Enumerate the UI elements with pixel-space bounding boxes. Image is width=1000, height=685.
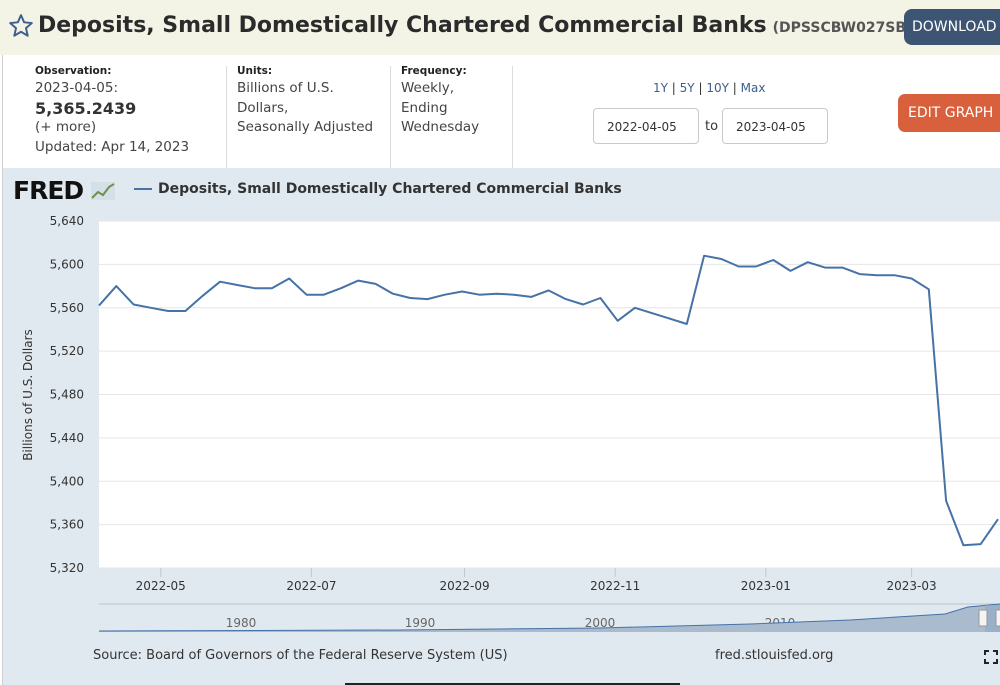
y-tick-label: 5,560: [50, 301, 84, 315]
site-link[interactable]: fred.stlouisfed.org: [715, 648, 834, 663]
y-tick-labels: 5,320 5,360 5,400 5,440 5,480 5,520 5,560 5,600…: [50, 214, 84, 575]
bottom-scrollbar[interactable]: [345, 683, 680, 685]
start-date-input[interactable]: 2022-04-05: [593, 108, 699, 144]
units-label: Units:: [237, 65, 273, 77]
y-tick-label: 5,360: [50, 518, 84, 532]
navigator-handle[interactable]: [978, 609, 988, 627]
units-line: Seasonally Adjusted: [237, 119, 374, 135]
units-line: Billions of U.S.: [237, 80, 334, 96]
y-gridlines: [99, 220, 1000, 569]
series-header: Deposits, Small Domestically Chartered C…: [0, 0, 1000, 55]
x-tick-label: 2023-03: [886, 579, 936, 593]
more-link[interactable]: (+ more): [35, 119, 97, 135]
y-tick-label: 5,440: [50, 431, 84, 445]
y-tick-label: 5,320: [50, 561, 84, 575]
navigator-label: 1980: [226, 616, 257, 630]
fred-logo: FRED: [13, 176, 115, 205]
frequency-label: Frequency:: [401, 65, 467, 77]
source-text: Source: Board of Governors of the Federa…: [93, 648, 508, 663]
y-tick-label: 5,520: [50, 344, 84, 358]
navigator-area: [99, 604, 1000, 632]
observation-value: 5,365.2439: [35, 98, 137, 118]
range-1y[interactable]: 1Y: [653, 81, 668, 95]
range-separator: |: [732, 81, 737, 95]
series-title-text: Deposits, Small Domestically Chartered C…: [38, 13, 767, 38]
download-button[interactable]: DOWNLOAD: [904, 9, 1000, 45]
range-separator: |: [698, 81, 703, 95]
navigator-handle[interactable]: [995, 609, 1000, 627]
range-max[interactable]: Max: [740, 81, 766, 95]
x-tick-label: 2023-01: [741, 579, 791, 593]
observation-date: 2023-04-05:: [35, 80, 119, 96]
y-tick-label: 5,600: [50, 257, 84, 271]
frequency-line: Weekly,: [401, 80, 455, 96]
navigator-label: 2000: [585, 616, 616, 630]
y-axis-label: Billions of U.S. Dollars: [21, 329, 35, 461]
legend-label: Deposits, Small Domestically Chartered C…: [158, 181, 622, 197]
fred-logo-chart-icon: [90, 182, 115, 200]
navigator-label: 1990: [405, 616, 436, 630]
range-5y[interactable]: 5Y: [679, 81, 695, 95]
meta-divider: [390, 66, 391, 168]
chart-legend: Deposits, Small Domestically Chartered C…: [134, 181, 622, 197]
fred-logo-text: FRED: [13, 176, 84, 205]
y-tick-label: 5,400: [50, 474, 84, 488]
y-tick-label: 5,480: [50, 388, 84, 402]
meta-divider: [512, 66, 513, 168]
range-selector: 1Y | 5Y | 10Y | Max: [653, 81, 765, 95]
observation-panel: Observation: 2023-04-05: 5,365.2439 (+ m…: [35, 64, 189, 157]
to-label: to: [705, 119, 719, 134]
navigator-line: [98, 603, 1000, 632]
x-tick-label: 2022-05: [136, 579, 186, 593]
x-tick-label: 2022-07: [286, 579, 336, 593]
star-outline-icon[interactable]: [8, 13, 34, 39]
x-ticks: 2022-05 2022-07 2022-09 2022-11 2023-01 2023-…: [136, 568, 937, 593]
fullscreen-icon[interactable]: [984, 650, 998, 664]
left-border: [2, 55, 3, 685]
end-date-input[interactable]: 2023-04-05: [722, 108, 828, 144]
frequency-line: Ending: [401, 99, 448, 116]
x-tick-label: 2022-09: [439, 579, 489, 593]
x-tick-label: 2022-11: [590, 579, 640, 593]
units-line: Dollars,: [237, 99, 289, 116]
edit-graph-button[interactable]: EDIT GRAPH: [898, 94, 1000, 132]
frequency-line: Wednesday: [401, 119, 480, 135]
y-tick-label: 5,640: [50, 214, 84, 228]
series-line[interactable]: [98, 254, 999, 547]
download-button-label: DOWNLOAD: [912, 19, 997, 35]
units-panel: Units: Billions of U.S. Dollars, Seasona…: [237, 64, 373, 138]
observation-label: Observation:: [35, 65, 112, 77]
range-10y[interactable]: 10Y: [706, 81, 729, 95]
updated-date: Updated: Apr 14, 2023: [35, 138, 190, 155]
series-group: [98, 254, 999, 547]
edit-graph-label: EDIT GRAPH: [908, 105, 994, 121]
series-id: (DPSSCBW027SBOG): [772, 20, 936, 36]
frequency-panel: Frequency: Weekly, Ending Wednesday: [401, 64, 479, 138]
series-title: Deposits, Small Domestically Chartered C…: [38, 13, 936, 38]
legend-swatch: [134, 188, 152, 190]
range-separator: |: [671, 81, 676, 95]
meta-divider: [226, 66, 227, 168]
